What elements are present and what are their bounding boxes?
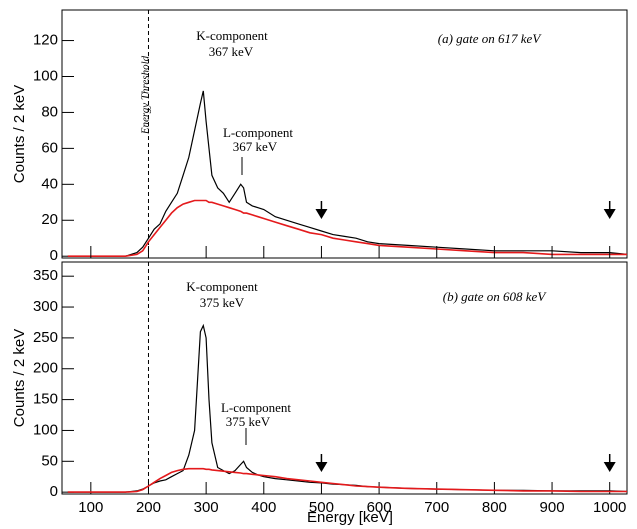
arrow-head — [603, 209, 616, 219]
x-tick-label: 400 — [251, 499, 276, 516]
x-tick-label: 700 — [424, 499, 449, 516]
annotation: 375 keV — [200, 295, 245, 310]
plot-frame — [61, 9, 628, 259]
plot-frame — [61, 261, 628, 495]
y-tick-label: 300 — [33, 298, 58, 315]
y-tick-label: 0 — [50, 483, 58, 500]
y-tick-label: 200 — [33, 360, 58, 377]
x-axis-label: Energy [keV] — [307, 509, 393, 526]
y-tick-label: 50 — [41, 452, 58, 469]
annotation: Energy Threshold — [140, 55, 152, 135]
x-tick-label: 600 — [367, 499, 392, 516]
y-axis-label: Counts / 2 keV — [11, 85, 28, 183]
annotation: L-component — [223, 125, 293, 140]
y-tick-label: 350 — [33, 267, 58, 284]
arrow-head — [315, 462, 328, 472]
series-line — [67, 199, 627, 258]
annotation: K-component — [196, 28, 268, 43]
series-line — [67, 467, 627, 493]
y-axis-label: Counts / 2 keV — [11, 329, 28, 427]
annotation: (b) gate on 608 keV — [443, 289, 548, 304]
y-tick-label: 80 — [41, 103, 58, 120]
series-line — [67, 323, 628, 493]
x-tick-label: 500 — [309, 499, 334, 516]
y-tick-label: 120 — [33, 32, 58, 49]
annotation: L-component — [221, 400, 291, 415]
x-tick-label: 1000 — [593, 499, 626, 516]
y-tick-label: 100 — [33, 421, 58, 438]
y-tick-label: 250 — [33, 329, 58, 346]
x-tick-label: 200 — [136, 499, 161, 516]
y-tick-label: 0 — [50, 247, 58, 264]
y-tick-label: 150 — [33, 391, 58, 408]
annotation: 375 keV — [226, 414, 271, 429]
x-tick-label: 800 — [482, 499, 507, 516]
y-tick-label: 100 — [33, 67, 58, 84]
y-tick-label: 40 — [41, 175, 58, 192]
y-tick-label: 20 — [41, 211, 58, 228]
annotation: K-component — [186, 279, 258, 294]
arrow-head — [315, 209, 328, 219]
x-tick-label: 300 — [194, 499, 219, 516]
x-tick-label: 900 — [540, 499, 565, 516]
arrow-head — [603, 462, 616, 472]
annotation: 367 keV — [233, 139, 278, 154]
x-tick-label: 100 — [78, 499, 103, 516]
annotation: 367 keV — [209, 44, 254, 59]
series-line — [67, 90, 628, 257]
annotation: (a) gate on 617 keV — [438, 31, 543, 46]
y-tick-label: 60 — [41, 139, 58, 156]
